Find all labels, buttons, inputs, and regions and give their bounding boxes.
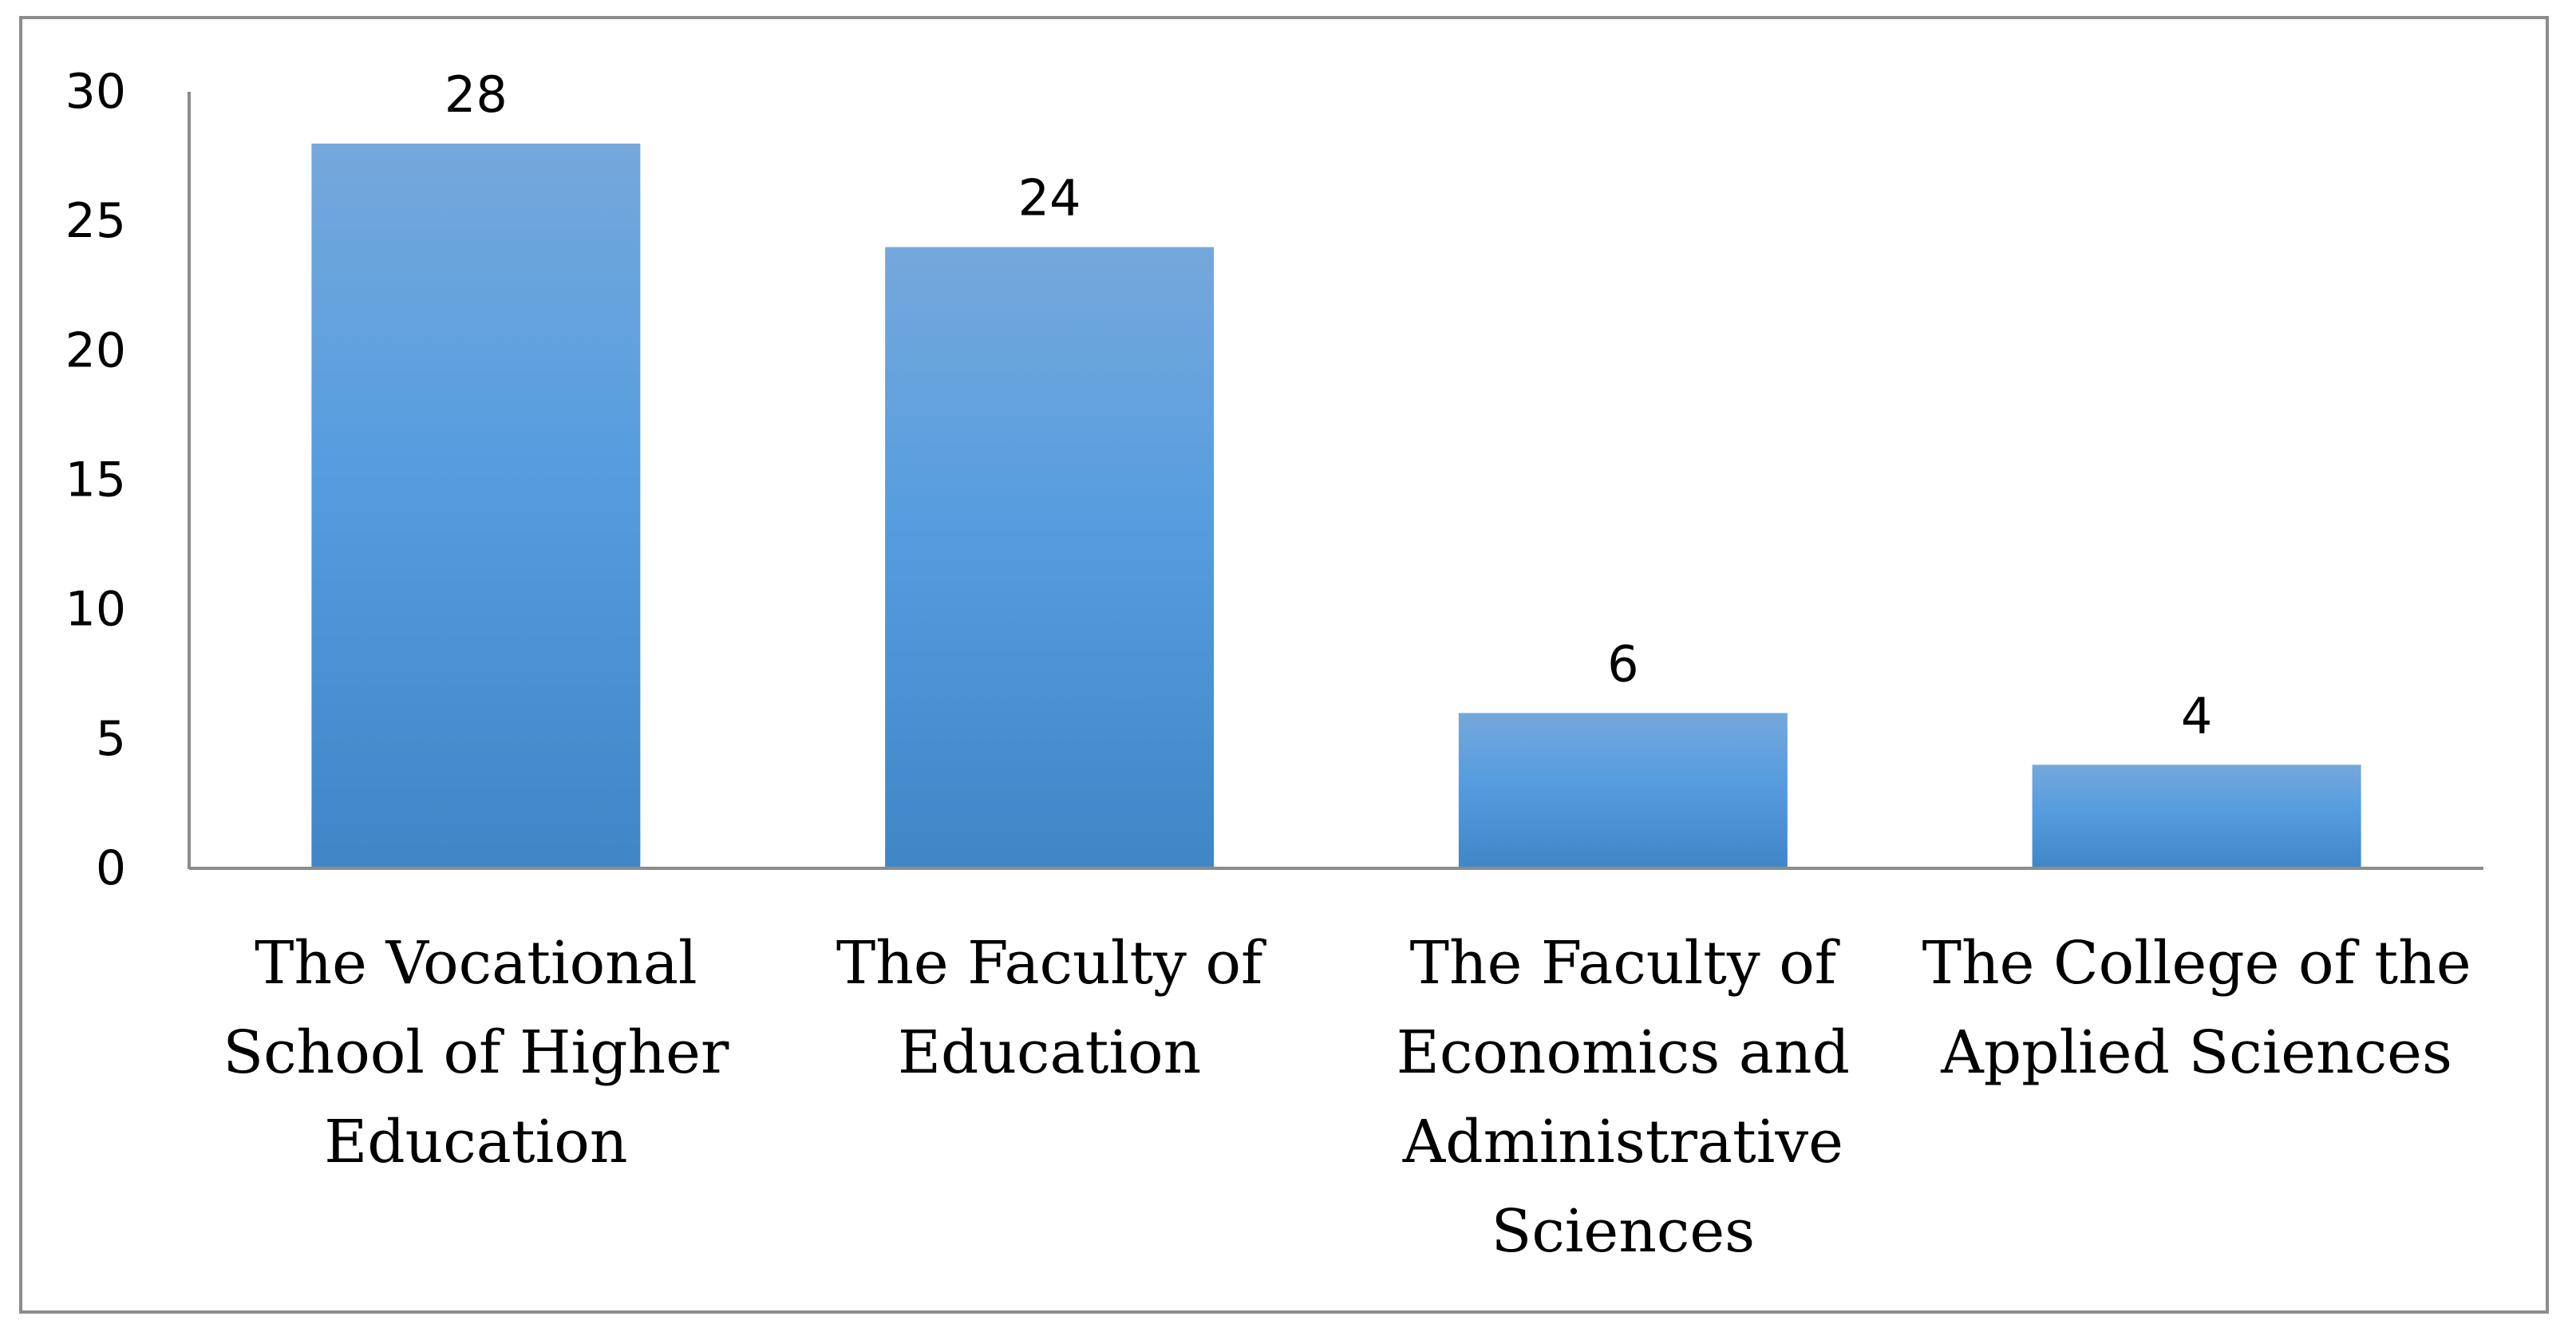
category-label-line: Education	[898, 1018, 1201, 1087]
y-tick-label: 10	[65, 582, 126, 638]
category-label-line: The Faculty of	[836, 929, 1266, 998]
y-tick-labels: 0 5 10 15 20 25 30	[65, 64, 126, 896]
bar-2	[1458, 713, 1788, 868]
category-label: The Faculty of Economics and Administrativ…	[1397, 929, 1850, 1266]
bar-3	[2032, 765, 2361, 868]
category-label-line: Applied Sciences	[1940, 1018, 2452, 1087]
bars-group	[311, 143, 2361, 869]
data-label: 6	[1607, 634, 1638, 693]
category-label-line: The Vocational	[255, 929, 697, 998]
data-label: 24	[1018, 169, 1081, 227]
category-label-line: School of Higher	[223, 1018, 729, 1087]
category-label: The Vocational School of Higher Education	[223, 929, 729, 1176]
category-labels: The Vocational School of Higher EducationT…	[223, 929, 2471, 1266]
axes-group	[188, 92, 2483, 870]
category-label-line: The College of the	[1922, 929, 2471, 998]
y-tick-label: 25	[65, 193, 126, 249]
y-tick-label: 30	[65, 64, 126, 120]
data-labels: 28 24 6 4	[444, 65, 2212, 745]
bar-1	[885, 247, 1215, 869]
y-tick-label: 15	[65, 453, 126, 508]
category-label-line: Sciences	[1491, 1197, 1755, 1266]
data-label: 4	[2181, 686, 2212, 745]
category-label-line: Economics and	[1397, 1018, 1850, 1087]
category-label: The College of the Applied Sciences	[1922, 929, 2471, 1087]
category-label: The Faculty of Education	[836, 929, 1266, 1087]
y-tick-label: 5	[96, 711, 126, 767]
bar-0	[311, 143, 641, 868]
y-tick-label: 0	[96, 840, 126, 896]
data-label: 28	[444, 65, 508, 124]
category-label-line: Education	[324, 1108, 627, 1176]
y-tick-label: 20	[65, 322, 126, 378]
category-label-line: The Faculty of	[1410, 929, 1840, 998]
category-label-line: Administrative	[1402, 1108, 1843, 1176]
